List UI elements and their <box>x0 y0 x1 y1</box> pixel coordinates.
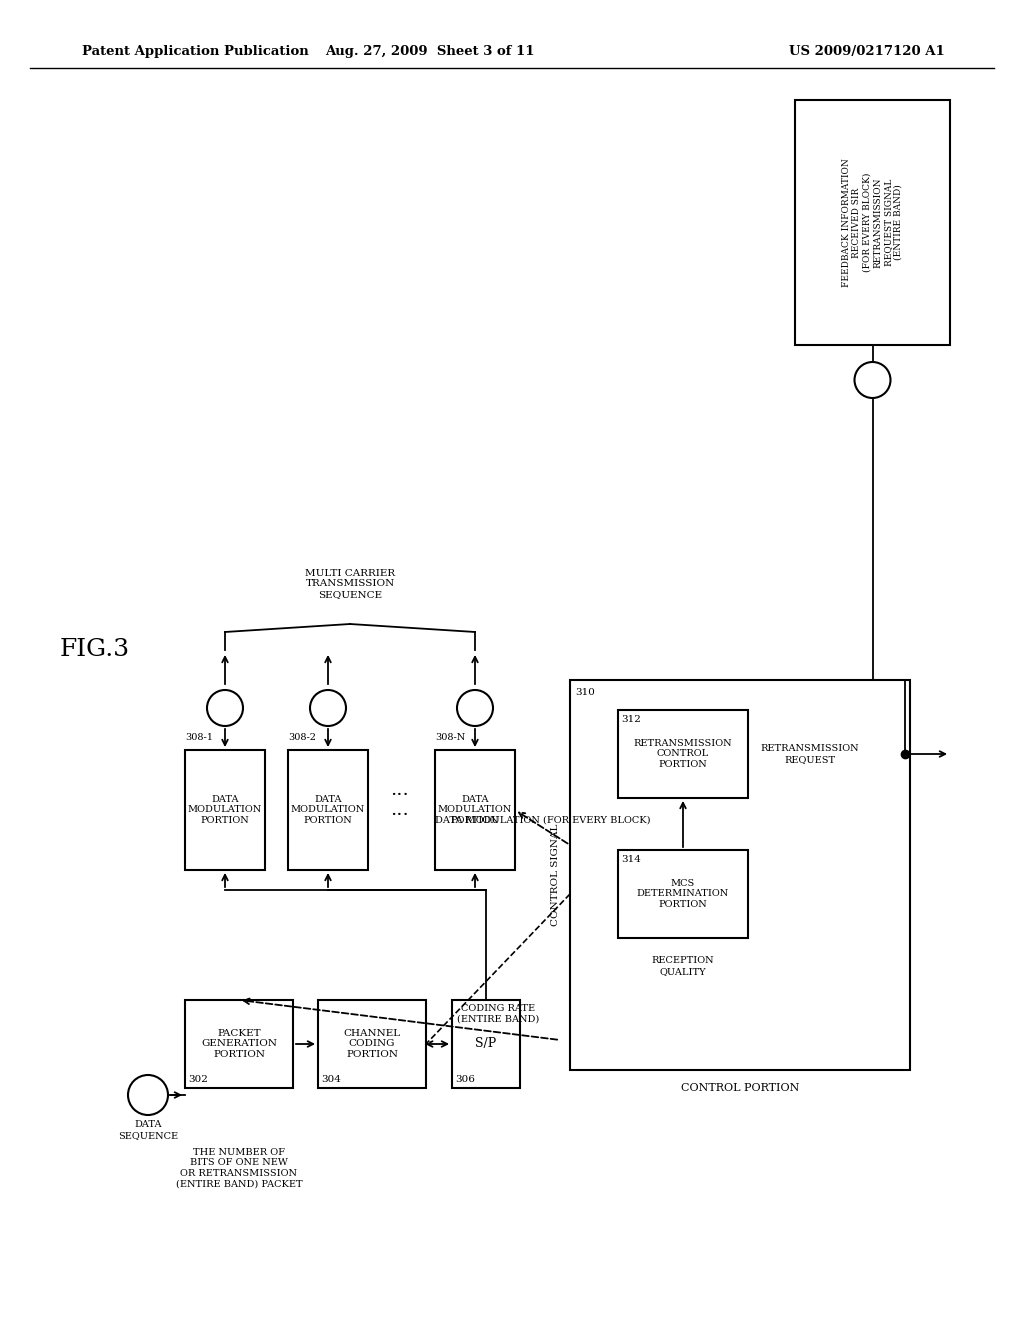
Text: DATA
MODULATION
PORTION: DATA MODULATION PORTION <box>291 795 366 825</box>
Text: CONTROL PORTION: CONTROL PORTION <box>681 1082 799 1093</box>
Text: Patent Application Publication: Patent Application Publication <box>82 45 309 58</box>
Text: RETRANSMISSION
CONTROL
PORTION: RETRANSMISSION CONTROL PORTION <box>634 739 732 768</box>
Text: 314: 314 <box>621 855 641 865</box>
Bar <box>452 1001 520 1088</box>
Text: CONTROL SIGNAL: CONTROL SIGNAL <box>551 824 559 927</box>
Text: ...: ... <box>390 781 410 799</box>
Bar <box>570 680 910 1071</box>
Text: RETRANSMISSION
REQUEST: RETRANSMISSION REQUEST <box>761 744 859 764</box>
Text: MCS
DETERMINATION
PORTION: MCS DETERMINATION PORTION <box>637 879 729 909</box>
Text: Aug. 27, 2009  Sheet 3 of 11: Aug. 27, 2009 Sheet 3 of 11 <box>326 45 535 58</box>
Text: 304: 304 <box>321 1074 341 1084</box>
Text: US 2009/0217120 A1: US 2009/0217120 A1 <box>790 45 945 58</box>
Bar <box>435 750 515 870</box>
Text: DATA
SEQUENCE: DATA SEQUENCE <box>118 1121 178 1139</box>
Text: THE NUMBER OF
BITS OF ONE NEW
OR RETRANSMISSION
(ENTIRE BAND) PACKET: THE NUMBER OF BITS OF ONE NEW OR RETRANS… <box>176 1148 302 1188</box>
Bar <box>795 100 950 345</box>
Text: MULTI CARRIER
TRANSMISSION
SEQUENCE: MULTI CARRIER TRANSMISSION SEQUENCE <box>305 569 395 599</box>
Bar <box>288 750 368 870</box>
Text: DATA
MODULATION
PORTION: DATA MODULATION PORTION <box>438 795 512 825</box>
Text: 312: 312 <box>621 715 641 723</box>
Text: CODING RATE
(ENTIRE BAND): CODING RATE (ENTIRE BAND) <box>457 1005 539 1024</box>
Text: 308-2: 308-2 <box>288 733 316 742</box>
Text: CHANNEL
CODING
PORTION: CHANNEL CODING PORTION <box>343 1030 400 1059</box>
Text: 308-N: 308-N <box>435 733 465 742</box>
Text: 306: 306 <box>455 1074 475 1084</box>
Text: FEEDBACK INFORMATION
RECEIVED SIR
(FOR EVERY BLOCK)
RETRANSMISSION
REQUEST SIGNA: FEEDBACK INFORMATION RECEIVED SIR (FOR E… <box>842 158 903 286</box>
Bar <box>618 710 748 799</box>
Text: 308-1: 308-1 <box>185 733 213 742</box>
Bar <box>185 750 265 870</box>
Bar <box>618 850 748 939</box>
Text: PACKET
GENERATION
PORTION: PACKET GENERATION PORTION <box>201 1030 278 1059</box>
Text: DATA
MODULATION
PORTION: DATA MODULATION PORTION <box>187 795 262 825</box>
Text: FIG.3: FIG.3 <box>60 639 130 661</box>
Text: 302: 302 <box>188 1074 208 1084</box>
Text: S/P: S/P <box>475 1038 497 1051</box>
Text: 310: 310 <box>575 688 595 697</box>
Bar <box>185 1001 293 1088</box>
Text: ...: ... <box>390 801 410 818</box>
Text: DATA MODULATION (FOR EVERY BLOCK): DATA MODULATION (FOR EVERY BLOCK) <box>435 816 650 825</box>
Text: RECEPTION
QUALITY: RECEPTION QUALITY <box>651 956 715 975</box>
Bar <box>318 1001 426 1088</box>
